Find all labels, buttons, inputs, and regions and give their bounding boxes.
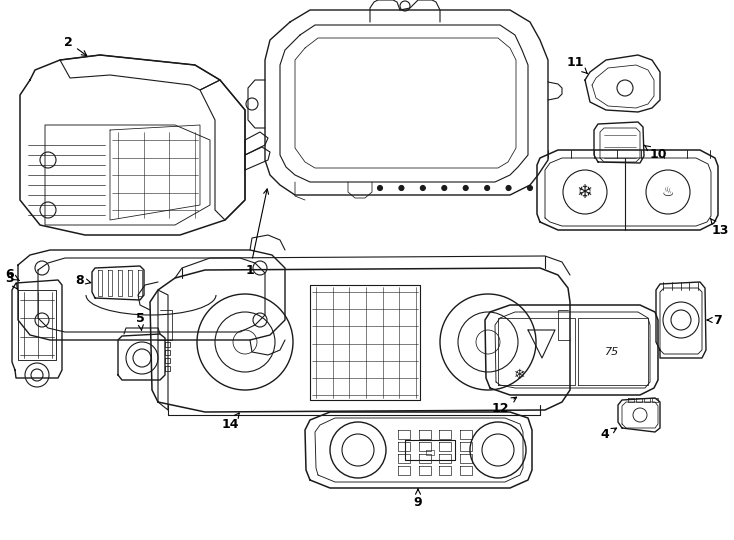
Text: 8: 8 [76, 273, 91, 287]
Text: 9: 9 [414, 489, 422, 509]
Circle shape [463, 186, 468, 191]
Circle shape [421, 186, 426, 191]
Circle shape [377, 186, 382, 191]
Text: 14: 14 [221, 413, 239, 431]
Circle shape [484, 186, 490, 191]
Text: 5: 5 [136, 312, 145, 330]
Text: 11: 11 [566, 56, 587, 73]
Text: 12: 12 [491, 397, 517, 415]
Circle shape [399, 186, 404, 191]
Text: 1: 1 [246, 189, 269, 276]
Text: 13: 13 [711, 219, 729, 237]
Circle shape [528, 186, 532, 191]
Circle shape [506, 186, 511, 191]
Text: 3: 3 [6, 272, 18, 289]
Text: 75: 75 [605, 347, 619, 357]
Text: ❄: ❄ [577, 183, 593, 201]
Text: ❄: ❄ [515, 368, 526, 382]
Text: 4: 4 [600, 428, 617, 442]
Text: ♨: ♨ [662, 185, 675, 199]
Text: 7: 7 [707, 314, 722, 327]
Text: 2: 2 [64, 36, 87, 56]
Text: 10: 10 [644, 145, 666, 161]
Circle shape [442, 186, 447, 191]
Text: 6: 6 [6, 268, 20, 281]
